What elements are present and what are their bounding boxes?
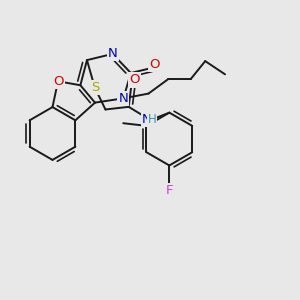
Text: S: S bbox=[91, 81, 99, 94]
Text: O: O bbox=[149, 58, 160, 71]
Text: H: H bbox=[148, 112, 157, 126]
Text: N: N bbox=[118, 92, 128, 105]
Text: N: N bbox=[142, 113, 152, 126]
Text: O: O bbox=[129, 74, 140, 86]
Text: F: F bbox=[166, 184, 173, 197]
Text: O: O bbox=[53, 75, 64, 88]
Text: N: N bbox=[108, 47, 118, 60]
